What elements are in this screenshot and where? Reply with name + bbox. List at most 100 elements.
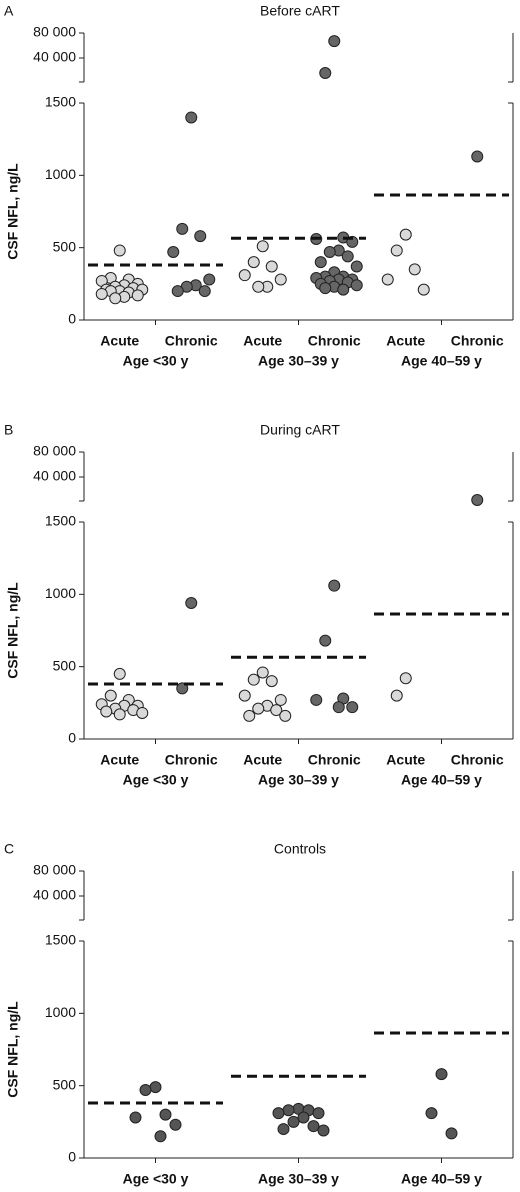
data-point [149, 1081, 162, 1094]
data-point [435, 1068, 448, 1081]
y-tick-label: 0 [68, 1149, 76, 1165]
data-point [390, 244, 403, 257]
y-tick-label: 1000 [45, 585, 76, 601]
data-point [319, 282, 332, 295]
data-point [185, 111, 198, 124]
x-subgroup-label: Chronic [308, 333, 361, 349]
x-group-label: Age 40–59 y [401, 353, 482, 369]
data-point [171, 285, 184, 298]
y-tick-label: 1000 [45, 166, 76, 182]
data-point [408, 263, 421, 276]
data-point [274, 273, 287, 286]
panel-label: A [4, 3, 14, 19]
data-point [381, 273, 394, 286]
x-group-label: Age <30 y [123, 1171, 189, 1187]
y-tick-label: 80 000 [33, 24, 76, 40]
x-group-label: Age 40–59 y [401, 772, 482, 788]
data-point [341, 250, 354, 263]
data-point [252, 702, 265, 715]
data-point [265, 260, 278, 273]
data-point [238, 689, 251, 702]
y-tick-label: 500 [53, 657, 77, 673]
x-subgroup-label: Chronic [451, 333, 504, 349]
data-point [307, 1120, 320, 1133]
data-point [113, 667, 126, 680]
y-axis-label: CSF NFL, ng/L [5, 582, 21, 679]
x-subgroup-label: Acute [100, 752, 139, 768]
data-point [256, 666, 269, 679]
x-group-label: Age 40–59 y [401, 1171, 482, 1187]
data-point [194, 230, 207, 243]
x-group-label: Age 30–39 y [258, 772, 339, 788]
y-tick-label: 500 [53, 238, 77, 254]
y-tick-label: 40 000 [33, 49, 76, 65]
y-tick-label: 1000 [45, 1004, 76, 1020]
y-tick-label: 0 [68, 730, 76, 746]
y-tick-label: 80 000 [33, 443, 76, 459]
x-subgroup-label: Acute [386, 333, 425, 349]
x-group-label: Age 30–39 y [258, 353, 339, 369]
data-point [399, 672, 412, 685]
data-point [399, 228, 412, 241]
x-subgroup-label: Chronic [165, 752, 218, 768]
data-point [256, 240, 269, 253]
x-subgroup-label: Acute [243, 752, 282, 768]
data-point [332, 701, 345, 714]
data-point [279, 709, 292, 722]
data-point [129, 1111, 142, 1124]
data-point [417, 283, 430, 296]
x-subgroup-label: Chronic [451, 752, 504, 768]
y-tick-label: 80 000 [33, 862, 76, 878]
y-tick-label: 1500 [45, 513, 76, 529]
chart-title: Before cART [260, 3, 340, 19]
data-point [176, 222, 189, 235]
data-point [346, 701, 359, 714]
data-point [185, 597, 198, 610]
data-point [270, 704, 283, 717]
y-tick-label: 40 000 [33, 887, 76, 903]
panel-label: C [4, 841, 14, 857]
data-point [167, 246, 180, 259]
data-point [238, 269, 251, 282]
data-point [252, 280, 265, 293]
data-point [247, 673, 260, 686]
x-subgroup-label: Chronic [165, 333, 218, 349]
data-point [104, 689, 117, 702]
data-point [328, 579, 341, 592]
data-point [176, 682, 189, 695]
data-point [136, 706, 149, 719]
data-point [113, 244, 126, 257]
data-point [139, 1084, 152, 1097]
x-group-label: Age <30 y [123, 353, 189, 369]
x-subgroup-label: Acute [243, 333, 282, 349]
y-axis-label: CSF NFL, ng/L [5, 163, 21, 260]
data-point [272, 1107, 285, 1120]
data-point [471, 150, 484, 163]
data-point [274, 693, 287, 706]
data-point [109, 292, 122, 305]
data-point [203, 273, 216, 286]
data-point [265, 675, 278, 688]
y-axis-label: CSF NFL, ng/L [5, 1001, 21, 1098]
data-point [323, 246, 336, 259]
y-tick-label: 500 [53, 1076, 77, 1092]
data-point [282, 1104, 295, 1117]
data-point [154, 1130, 167, 1143]
x-subgroup-label: Chronic [308, 752, 361, 768]
data-point [445, 1127, 458, 1140]
data-point [471, 494, 484, 506]
data-point [390, 689, 403, 702]
data-point [277, 1123, 290, 1136]
data-point [287, 1115, 300, 1128]
y-tick-label: 0 [68, 311, 76, 327]
x-subgroup-label: Acute [100, 333, 139, 349]
data-point [312, 1107, 325, 1120]
data-point [350, 279, 363, 292]
data-point [159, 1108, 172, 1121]
data-point [131, 289, 144, 302]
y-tick-label: 1500 [45, 94, 76, 110]
x-subgroup-label: Acute [386, 752, 425, 768]
data-point [169, 1118, 182, 1131]
y-tick-label: 1500 [45, 932, 76, 948]
